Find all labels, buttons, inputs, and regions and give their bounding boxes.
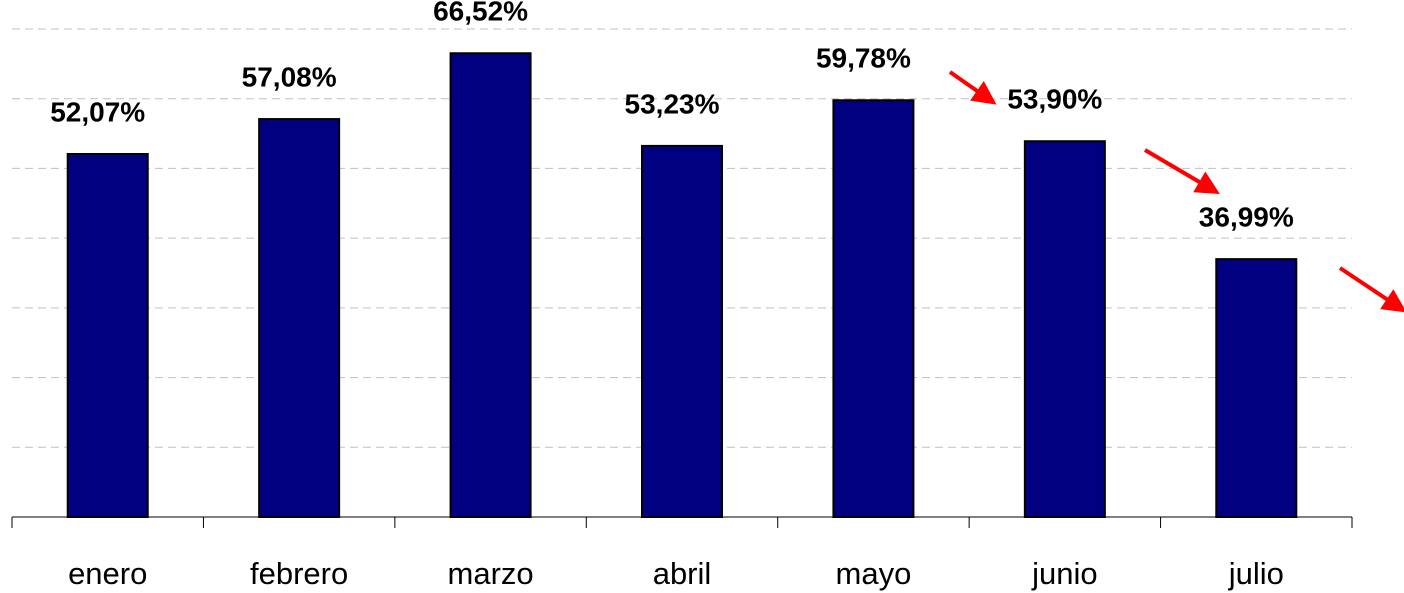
value-label: 52,07% <box>50 96 145 127</box>
arrow <box>1143 148 1220 195</box>
value-label: 53,90% <box>1007 84 1102 115</box>
x-tick-label: febrero <box>250 556 348 591</box>
value-label: 57,08% <box>242 61 337 92</box>
value-label: 53,23% <box>625 88 720 119</box>
x-tick-label: enero <box>68 556 147 591</box>
trend-arrows <box>948 70 1404 313</box>
x-tick-label: julio <box>1228 556 1284 591</box>
bar <box>641 144 723 518</box>
bar <box>1215 258 1298 518</box>
value-label: 59,78% <box>816 43 911 74</box>
value-label: 66,52% <box>433 0 528 27</box>
x-tick-label: marzo <box>448 556 534 591</box>
bar <box>258 118 341 518</box>
value-label: 36,99% <box>1199 202 1294 233</box>
bar <box>1023 140 1106 519</box>
bar <box>832 99 915 519</box>
x-tick-label: mayo <box>836 556 912 591</box>
arrow <box>948 70 997 105</box>
bar <box>66 152 149 518</box>
bar <box>449 52 532 519</box>
arrow <box>1338 266 1404 313</box>
x-tick-label: abril <box>653 556 712 591</box>
x-tick-label: junio <box>1031 556 1098 591</box>
